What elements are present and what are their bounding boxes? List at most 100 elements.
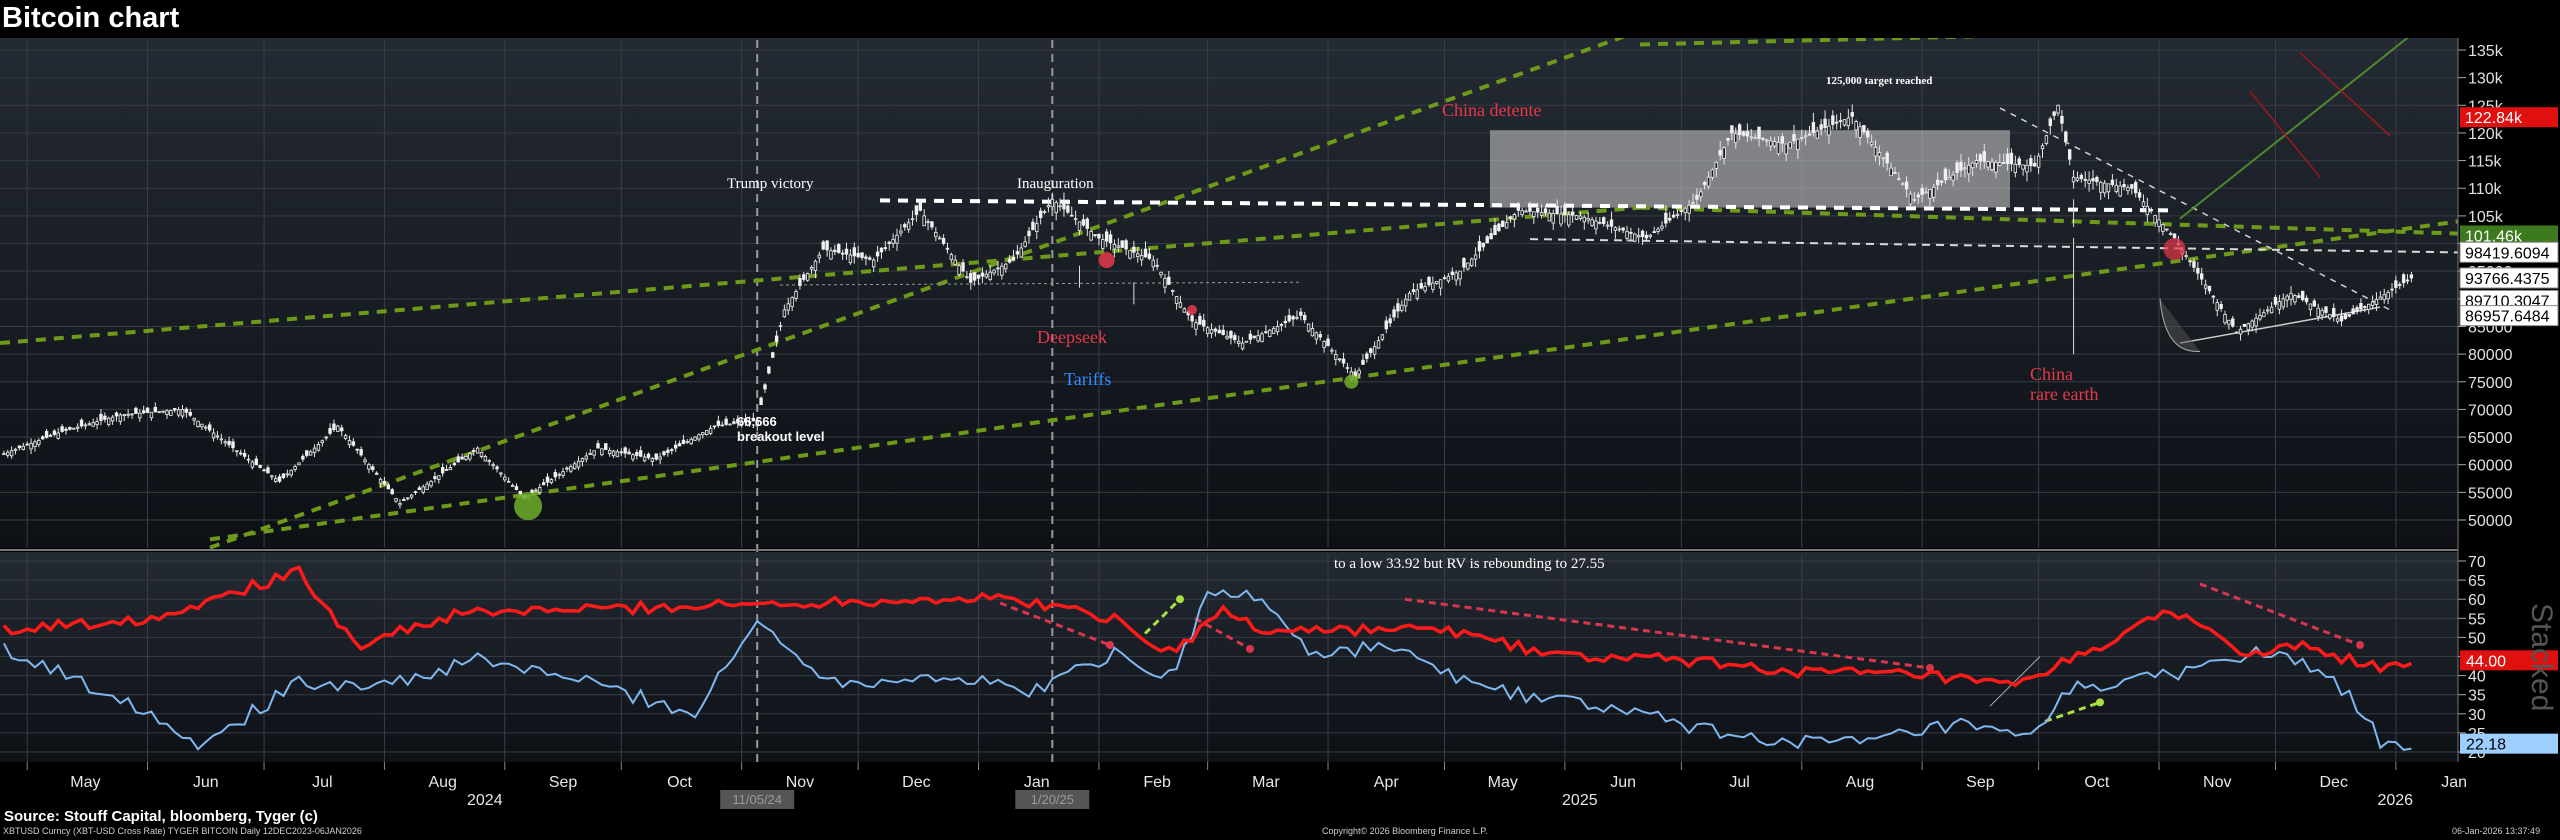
- candle-body: [417, 487, 422, 490]
- candle-body: [2394, 280, 2398, 288]
- candle-body: [1679, 210, 1684, 213]
- candle-body: [530, 489, 534, 494]
- candle-body: [157, 411, 161, 413]
- candle-body: [2355, 307, 2359, 312]
- candle-body: [1586, 218, 1590, 221]
- wedge-lower: [2179, 306, 2381, 344]
- candle-body: [1963, 167, 1967, 170]
- candle-body: [1372, 346, 1377, 355]
- candle-body: [654, 453, 658, 460]
- candle-body: [1384, 320, 1388, 330]
- vol-tag-text: 44.00: [2466, 653, 2506, 670]
- bottom-strip: [0, 762, 2560, 840]
- candle-body: [1563, 205, 1567, 215]
- grid: [0, 40, 2458, 762]
- candle-body: [2269, 306, 2274, 314]
- candle-body: [363, 459, 367, 463]
- candle-body: [984, 273, 989, 278]
- candle-body: [2211, 295, 2216, 298]
- candle-body: [1671, 214, 1676, 218]
- candle-body: [1446, 275, 1451, 282]
- candle-body: [852, 247, 856, 257]
- candle-body: [1303, 314, 1307, 321]
- candle-body: [1295, 316, 1299, 319]
- candle-body: [825, 240, 829, 251]
- candle-body: [833, 249, 837, 253]
- candle-body: [1291, 316, 1295, 320]
- candle-body: [468, 453, 472, 460]
- candle-body: [607, 449, 612, 455]
- candle-body: [1194, 322, 1198, 330]
- candle-body: [1640, 230, 1645, 238]
- candle-body: [1574, 215, 1579, 220]
- candle-body: [514, 486, 519, 490]
- price-tick-label: 75000: [2468, 375, 2513, 392]
- candle-body: [1202, 319, 1206, 327]
- date-badge: [1015, 790, 1090, 809]
- candle-body: [879, 247, 884, 253]
- candle-body: [1493, 225, 1497, 236]
- candle-body: [1660, 225, 1664, 229]
- candle-body: [1691, 201, 1695, 204]
- candle-body: [2347, 314, 2351, 317]
- candle-body: [918, 200, 922, 211]
- candle-body: [953, 259, 957, 266]
- candle-body: [425, 483, 429, 490]
- candle-body: [1765, 139, 1769, 142]
- vol-arrow-3: [1194, 616, 1251, 651]
- candle-body: [239, 452, 243, 455]
- candle-body: [1924, 191, 1928, 194]
- candle-body: [1237, 340, 1241, 344]
- candle-body: [2297, 295, 2301, 298]
- year-label: 2024: [467, 792, 503, 809]
- candle-body: [130, 413, 134, 416]
- candle-body: [1943, 168, 1948, 181]
- price-tick-label: 55000: [2468, 485, 2513, 502]
- candle-body: [1217, 329, 1221, 334]
- candle-body: [1928, 189, 1932, 199]
- candle-body: [2044, 135, 2049, 144]
- candle-body: [351, 441, 356, 446]
- candle-body: [1334, 354, 1338, 360]
- candle-body: [1035, 223, 1039, 232]
- candle-body: [2238, 328, 2243, 335]
- candle-body: [840, 252, 845, 255]
- vol-lines: [2, 565, 2413, 751]
- projection-red-1: [2249, 90, 2321, 178]
- price-tag: [2460, 225, 2558, 246]
- candle-body: [200, 423, 204, 428]
- candle-body: [2262, 312, 2266, 317]
- candle-body: [1772, 141, 1777, 147]
- candle-body: [2009, 152, 2014, 165]
- candle-body: [1753, 137, 1757, 140]
- candle-body: [1912, 198, 1917, 201]
- annotation-rare-earth: rare earth: [2030, 384, 2098, 404]
- candle-body: [1205, 327, 1210, 334]
- candle-body: [1652, 231, 1656, 233]
- candle-body: [1897, 178, 1901, 180]
- candle-body: [2071, 176, 2076, 183]
- candle-body: [386, 484, 391, 490]
- candle-body: [1248, 333, 1253, 340]
- candle-body: [1004, 263, 1008, 270]
- month-label: Apr: [1374, 774, 1400, 791]
- candle-body: [763, 384, 767, 390]
- candle-body: [1182, 308, 1187, 313]
- candle-body: [1376, 340, 1381, 349]
- candle-body: [448, 467, 453, 471]
- candle-body: [1365, 353, 1369, 359]
- candle-body: [965, 276, 969, 279]
- candle-body: [1594, 220, 1598, 230]
- candle-body: [1101, 239, 1105, 249]
- candle-body: [1066, 205, 1070, 213]
- candle-body: [1275, 326, 1280, 333]
- candle-body: [2316, 307, 2320, 318]
- candle-body: [1062, 199, 1066, 210]
- candle-body: [1097, 233, 1101, 239]
- candle-body: [192, 417, 196, 421]
- price-tag-text: 101.46k: [2465, 228, 2523, 245]
- candle-body: [1998, 162, 2002, 166]
- candle-body: [1318, 334, 1322, 338]
- candle-body: [134, 407, 138, 414]
- candle-body: [767, 366, 771, 374]
